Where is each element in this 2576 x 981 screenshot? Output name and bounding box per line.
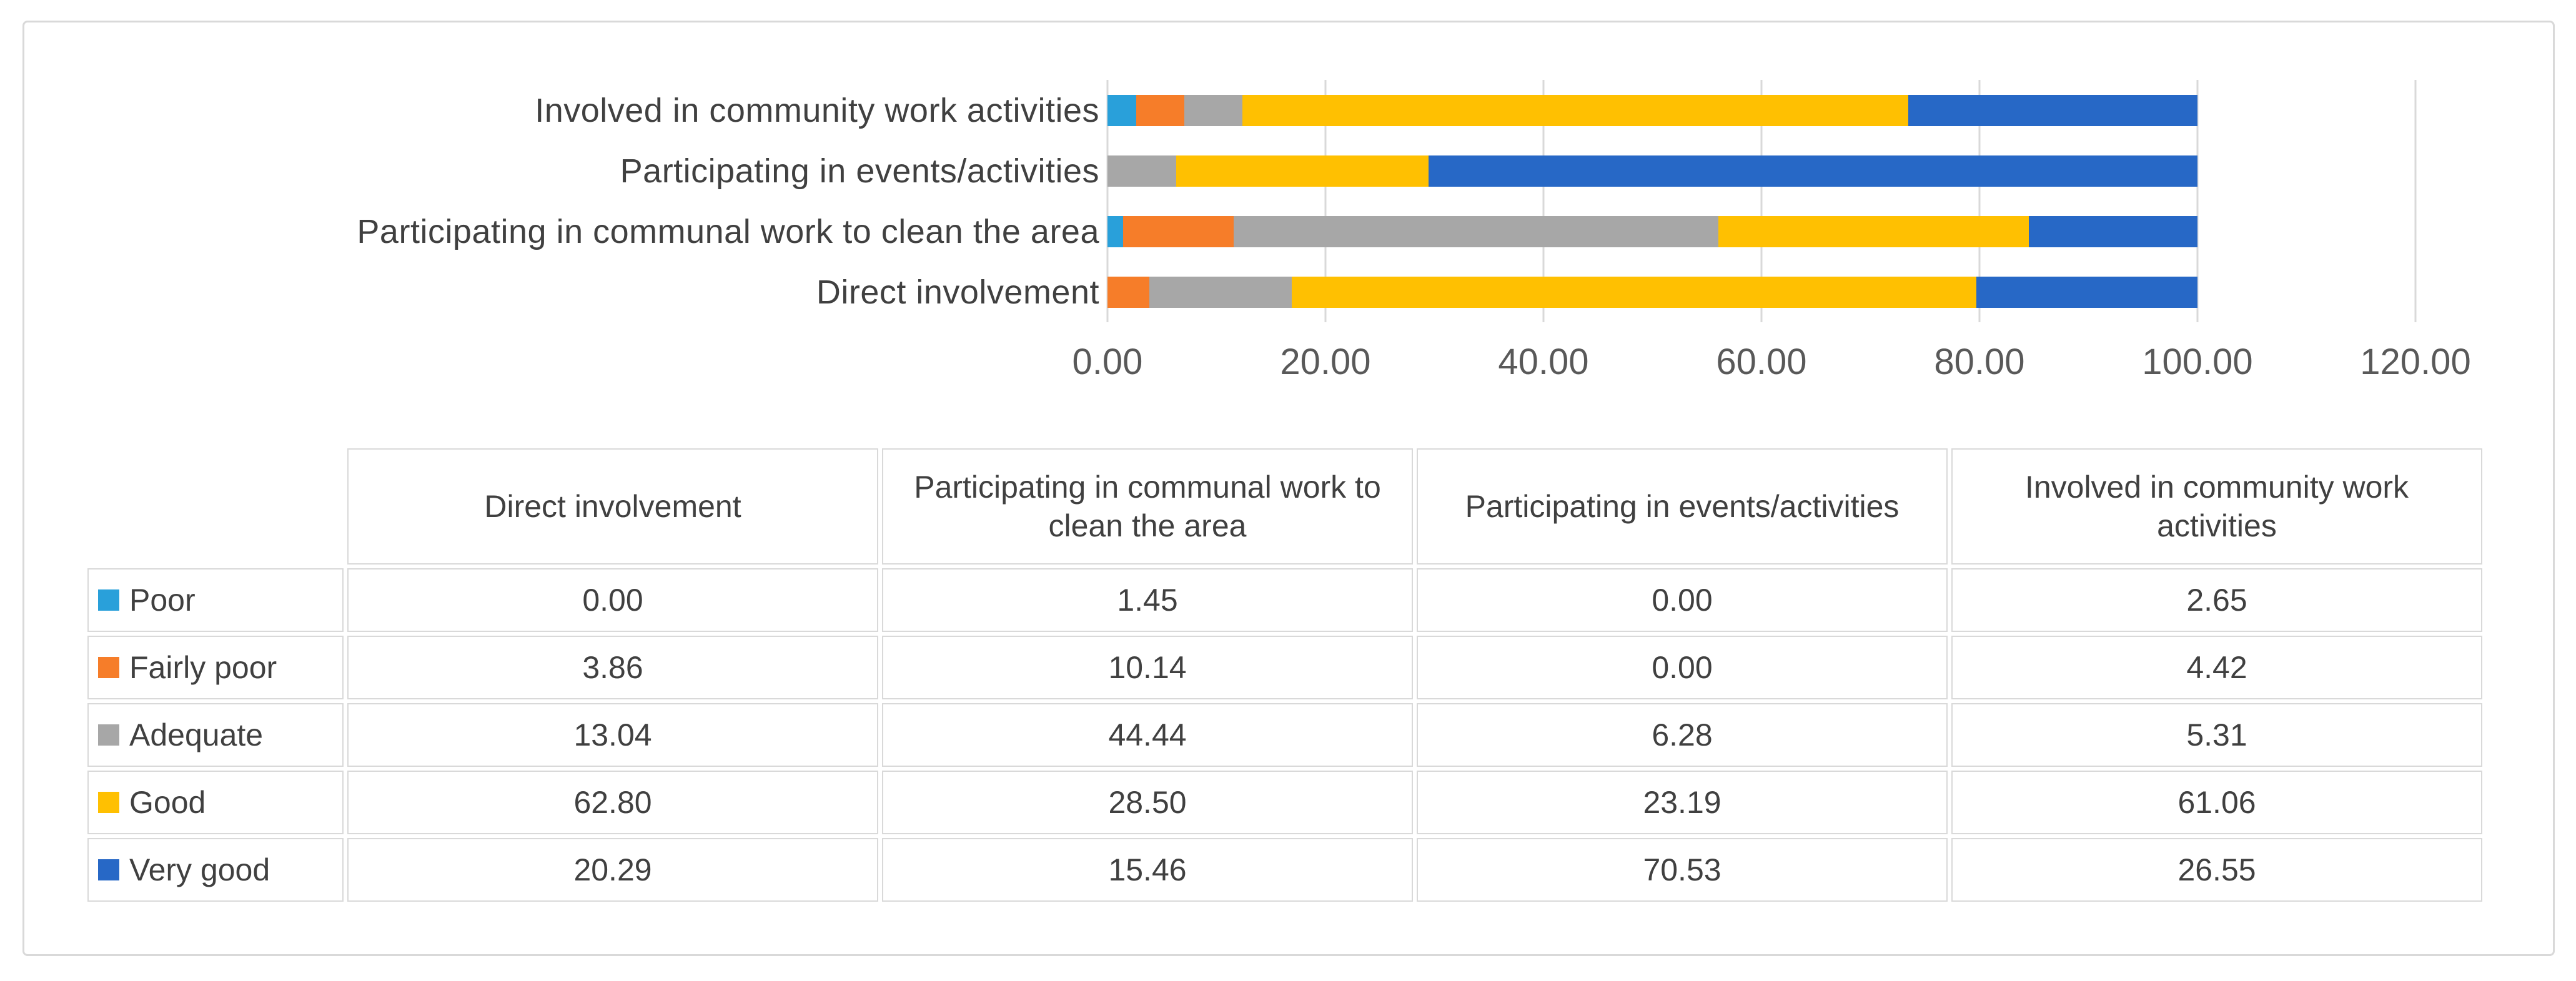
- legend-swatch-adequate: [98, 724, 119, 746]
- legend-swatch-fairly-poor: [98, 657, 119, 678]
- bar-segment-very-good: [1908, 94, 2197, 126]
- table-cell: 15.46: [882, 838, 1413, 902]
- bar-segment-good: [1242, 94, 1908, 126]
- table-cell: 1.45: [882, 568, 1413, 632]
- bar-segment-very-good: [1429, 155, 2197, 187]
- bars: [1107, 80, 2415, 322]
- table-cell: 20.29: [347, 838, 878, 902]
- gridline: [1760, 80, 1763, 322]
- table-cell: 28.50: [882, 771, 1413, 834]
- bar-segment-poor: [1107, 94, 1137, 126]
- category-label: Direct involvement: [816, 273, 1099, 311]
- table-cell: 13.04: [347, 703, 878, 767]
- plot-area: [1106, 80, 2417, 322]
- table-header-cell: Participating in communal work to clean …: [882, 448, 1413, 564]
- table-header-cell: Involved in community work activities: [1951, 448, 2482, 564]
- table-cell: 0.00: [1417, 568, 1948, 632]
- x-tick-label: 80.00: [1934, 342, 2025, 382]
- table-cell: 44.44: [882, 703, 1413, 767]
- legend-cell: Good: [87, 771, 344, 834]
- table-row: Fairly poor 3.86 10.14 0.00 4.42: [87, 636, 2482, 699]
- table-corner-cell: [87, 448, 344, 564]
- bar-segment-adequate: [1107, 155, 1176, 187]
- bar-row: [1107, 262, 2415, 322]
- table-cell: 6.28: [1417, 703, 1948, 767]
- bar-segment-adequate: [1149, 276, 1292, 308]
- x-tick-label: 0.00: [1072, 342, 1143, 382]
- bar-row: [1107, 80, 2415, 140]
- x-tick-label: 100.00: [2142, 342, 2253, 382]
- legend-cell: Fairly poor: [87, 636, 344, 699]
- gridline: [1542, 80, 1545, 322]
- table-cell: 10.14: [882, 636, 1413, 699]
- x-tick-label: 120.00: [2360, 342, 2471, 382]
- table-header-cell: Participating in events/activities: [1417, 448, 1948, 564]
- table-row: Very good 20.29 15.46 70.53 26.55: [87, 838, 2482, 902]
- legend-label: Poor: [129, 583, 196, 618]
- legend-swatch-good: [98, 792, 119, 813]
- x-axis: 0.00 20.00 40.00 60.00 80.00 100.00 120.…: [1073, 340, 2471, 390]
- x-tick-label: 40.00: [1498, 342, 1589, 382]
- bar-segment-poor: [1107, 215, 1124, 247]
- category-label: Participating in communal work to clean …: [357, 212, 1099, 250]
- table-cell: 0.00: [347, 568, 878, 632]
- bar-row: [1107, 140, 2415, 201]
- table-cell: 5.31: [1951, 703, 2482, 767]
- bar-segment-adequate: [1234, 215, 1718, 247]
- category-label: Involved in community work activities: [535, 91, 1099, 129]
- table-row: Good 62.80 28.50 23.19 61.06: [87, 771, 2482, 834]
- table-cell: 0.00: [1417, 636, 1948, 699]
- legend-cell: Very good: [87, 838, 344, 902]
- legend-label: Very good: [129, 852, 270, 887]
- table-cell: 62.80: [347, 771, 878, 834]
- bar-segment-adequate: [1184, 94, 1243, 126]
- legend-label: Fairly poor: [129, 650, 277, 685]
- bar-segment-fairly-poor: [1123, 215, 1234, 247]
- table-cell: 3.86: [347, 636, 878, 699]
- bar-segment-fairly-poor: [1136, 94, 1185, 126]
- table-cell: 70.53: [1417, 838, 1948, 902]
- bar-row: [1107, 201, 2415, 262]
- table-header-row: Direct involvement Participating in comm…: [87, 448, 2482, 564]
- gridline: [1324, 80, 1327, 322]
- table-row: Adequate 13.04 44.44 6.28 5.31: [87, 703, 2482, 767]
- table-cell: 61.06: [1951, 771, 2482, 834]
- bar-segment-good: [1718, 215, 2029, 247]
- gridline: [1978, 80, 1981, 322]
- legend-label: Adequate: [129, 717, 264, 752]
- legend-swatch-very-good: [98, 859, 119, 880]
- bar-segment-good: [1176, 155, 1429, 187]
- legend-label: Good: [129, 785, 206, 820]
- legend-swatch-poor: [98, 589, 119, 611]
- category-axis: Involved in community work activities Pa…: [25, 80, 1099, 322]
- x-tick-label: 20.00: [1280, 342, 1371, 382]
- bar-segment-fairly-poor: [1107, 276, 1150, 308]
- bar-segment-very-good: [2029, 215, 2197, 247]
- table-cell: 23.19: [1417, 771, 1948, 834]
- table-row: Poor 0.00 1.45 0.00 2.65: [87, 568, 2482, 632]
- gridline: [2414, 80, 2417, 322]
- table-cell: 2.65: [1951, 568, 2482, 632]
- data-table: Direct involvement Participating in comm…: [84, 445, 2486, 905]
- legend-cell: Adequate: [87, 703, 344, 767]
- legend-cell: Poor: [87, 568, 344, 632]
- table-cell: 26.55: [1951, 838, 2482, 902]
- x-tick-label: 60.00: [1716, 342, 1807, 382]
- table-cell: 4.42: [1951, 636, 2482, 699]
- gridline: [1106, 80, 1109, 322]
- category-label: Participating in events/activities: [620, 152, 1099, 190]
- bar-segment-very-good: [1976, 276, 2197, 308]
- bar-segment-good: [1291, 276, 1976, 308]
- gridline: [2196, 80, 2199, 322]
- table-header-cell: Direct involvement: [347, 448, 878, 564]
